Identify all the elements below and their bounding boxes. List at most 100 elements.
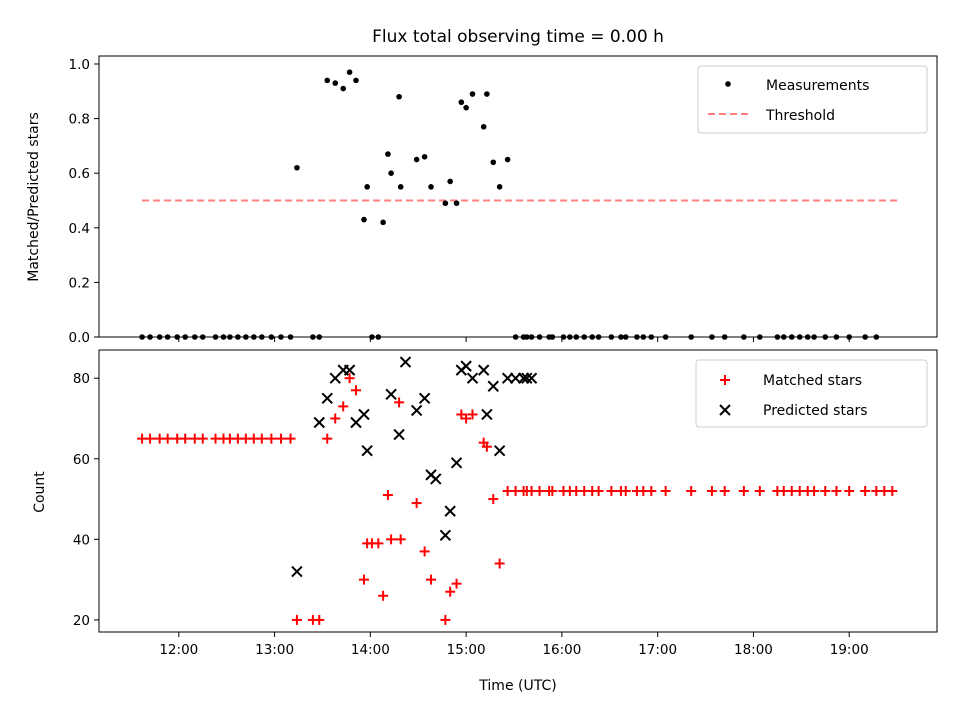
- measurement-point: [396, 93, 402, 100]
- top-y-tick-label: 0.0: [69, 330, 90, 346]
- predicted-star-point-b: [481, 408, 493, 421]
- measurement-point: [340, 85, 347, 92]
- top-y-tick-label: 0.4: [69, 221, 90, 237]
- matched-star-point: [887, 486, 898, 496]
- predicted-star-point-b: [487, 380, 499, 392]
- measurement-point: [496, 184, 503, 190]
- predicted-star-point: [393, 428, 405, 441]
- predicted-star-point: [477, 364, 490, 376]
- measurement-point: [453, 200, 460, 207]
- top-legend-box: [697, 65, 928, 134]
- bottom-legend-box: [695, 359, 928, 428]
- predicted-star-point: [450, 457, 463, 469]
- measurement-point: [346, 69, 353, 75]
- top-y-tick-label: 0.6: [69, 166, 90, 182]
- legend-label-threshold: Threshold: [765, 108, 835, 124]
- matched-star-point: [844, 486, 855, 496]
- legend-label-matched: Matched stars: [763, 373, 862, 389]
- legend-label-measurements: Measurements: [766, 78, 869, 94]
- matched-star-point: [706, 486, 717, 496]
- predicted-star-point: [343, 364, 356, 376]
- predicted-star-point: [410, 404, 423, 417]
- predicted-star-point-b: [444, 505, 456, 517]
- predicted-star-point-b: [466, 372, 479, 384]
- bottom-y-tick-label: 60: [73, 452, 90, 468]
- matched-star-point: [180, 433, 191, 444]
- measurement-point: [397, 184, 404, 190]
- top-y-tick-label: 0.2: [69, 275, 90, 291]
- bottom-y-tick-label: 40: [73, 532, 90, 548]
- predicted-star-point-b: [460, 360, 472, 372]
- top-axes-frame: [98, 55, 938, 338]
- measurement-point: [480, 123, 487, 130]
- matched-star-point: [350, 385, 361, 396]
- predicted-star-point-b: [418, 392, 431, 405]
- matched-star-point: [860, 486, 871, 496]
- predicted-star-point-b: [385, 388, 397, 401]
- bottom-y-axis-label: Count: [32, 471, 48, 513]
- matched-star-point: [809, 486, 820, 496]
- bottom-x-tick-label: 12:00: [159, 642, 198, 658]
- predicted-star-point-b: [410, 404, 423, 417]
- predicted-star-point: [291, 565, 303, 578]
- predicted-star-point: [487, 380, 499, 392]
- bottom-axes-frame: [98, 349, 938, 633]
- predicted-star-point-b: [343, 364, 356, 376]
- predicted-star-point: [385, 388, 397, 401]
- measurement-point: [484, 91, 490, 97]
- measurement-point: [385, 151, 391, 157]
- matched-star-point: [831, 486, 842, 496]
- bottom-x-tick-label: 16:00: [542, 642, 581, 658]
- predicted-star-point: [444, 505, 456, 517]
- predicted-star-point: [460, 360, 472, 372]
- top-chart-title: Flux total observing time = 0.00 h: [372, 27, 664, 47]
- bottom-legend: Matched stars Predicted stars: [695, 359, 928, 428]
- measurement-point: [353, 77, 359, 84]
- matched-star-point: [754, 486, 765, 496]
- matched-star-point: [358, 574, 369, 585]
- legend-marker-measurements: [725, 81, 731, 87]
- predicted-star-point-b: [477, 364, 490, 376]
- matched-star-point: [285, 433, 296, 444]
- predicted-star-point-b: [525, 372, 538, 384]
- bottom-x-tick-label: 14:00: [351, 642, 390, 658]
- top-y-tick-label: 1.0: [69, 57, 90, 73]
- predicted-star-point: [525, 372, 538, 384]
- matched-star-point: [440, 614, 451, 625]
- bottom-x-tick-label: 13:00: [255, 642, 294, 658]
- predicted-star-point: [313, 416, 325, 429]
- predicted-star-point-b: [450, 457, 463, 469]
- matched-star-point: [445, 586, 456, 597]
- bottom-x-tick-label: 18:00: [734, 642, 773, 658]
- matched-star-point: [620, 486, 631, 496]
- top-axes: 0.0 0.2 0.4 0.6 0.8 1.0: [69, 57, 850, 346]
- bottom-axes: 20 40 60 80 12:00 13:00 14:00 15:00 16:00 17:00 18…: [73, 371, 869, 658]
- matched-star-point: [593, 486, 604, 496]
- matched-star-point: [547, 486, 558, 496]
- measurement-point: [421, 154, 428, 160]
- matched-star-point: [330, 413, 341, 424]
- matched-star-point: [467, 409, 478, 420]
- measurement-point: [504, 156, 511, 163]
- measurement-point: [324, 77, 331, 84]
- measurement-point: [380, 219, 386, 226]
- predicted-star-point: [361, 445, 373, 457]
- predicted-star-point: [399, 356, 412, 368]
- top-y-tick-label: 0.8: [69, 112, 90, 128]
- measurement-point: [463, 104, 469, 111]
- predicted-star-point: [321, 392, 333, 405]
- matched-star-point: [488, 494, 499, 505]
- matched-star-point: [256, 433, 267, 444]
- measurement-point: [442, 200, 449, 207]
- predicted-star-point: [481, 408, 493, 421]
- legend-label-predicted: Predicted stars: [763, 403, 868, 419]
- matched-star-point: [373, 538, 384, 549]
- matched-star-point: [394, 397, 405, 408]
- measurement-point: [361, 216, 367, 223]
- bottom-legend-markers: [719, 375, 731, 416]
- matched-star-point: [314, 614, 325, 625]
- predicted-star-point-b: [439, 529, 452, 542]
- predicted-star-point-b: [321, 392, 333, 405]
- predicted-star-point: [418, 392, 431, 405]
- matched-star-point: [660, 486, 671, 496]
